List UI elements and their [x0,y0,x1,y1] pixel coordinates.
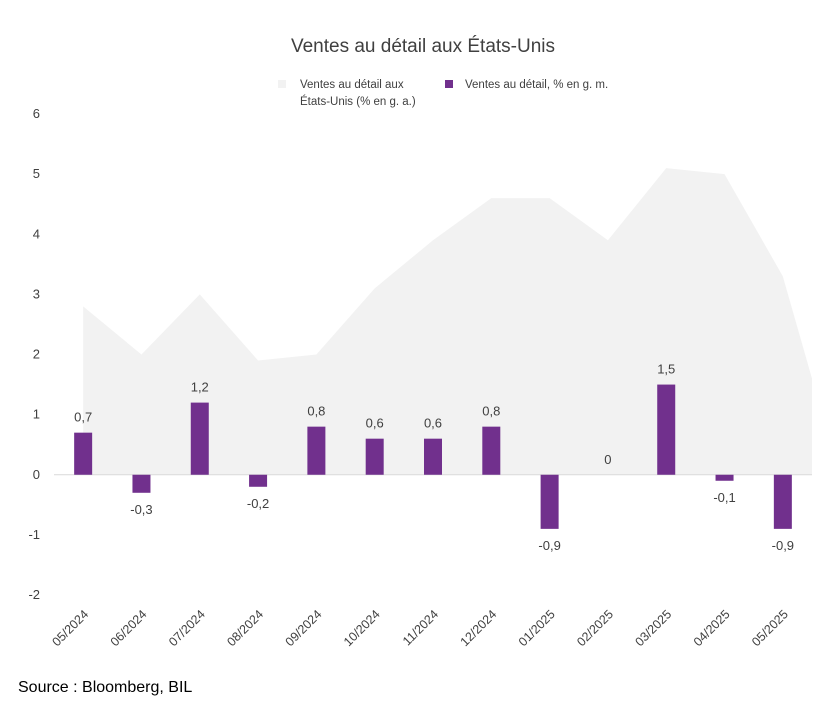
data-label-08/2024: -0,2 [247,496,269,511]
data-label-07/2024: 1,2 [191,380,209,395]
x-tick-label-11/2024: 11/2024 [400,607,441,648]
x-tick-label-09/2024: 09/2024 [283,607,325,649]
data-label-06/2024: -0,3 [130,502,152,517]
x-tick-label-02/2025: 02/2025 [574,607,616,649]
bar-05/2024 [74,432,93,475]
y-tick-label: 4 [33,226,40,241]
y-tick-label: 0 [33,467,40,482]
x-tick-label-08/2024: 08/2024 [224,607,266,649]
bar-09/2024 [307,426,326,475]
bar-01/2025 [540,474,559,529]
y-tick-label: 3 [33,286,40,301]
area-series-yoy [83,168,812,475]
legend: Ventes au détail aux États-Unis (% en g.… [278,79,608,108]
bar-08/2024 [249,474,268,487]
legend-label-area-line1: Ventes au détail aux [300,79,404,91]
legend-swatch-area [278,80,286,88]
data-label-04/2025: -0,1 [713,490,735,505]
legend-label-area-line2: États-Unis (% en g. a.) [300,95,416,108]
y-tick-label: 5 [33,166,40,181]
bar-05/2025 [773,474,792,529]
x-tick-label-04/2025: 04/2025 [691,607,733,649]
data-label-10/2024: 0,6 [366,416,384,431]
data-label-02/2025: 0 [604,452,611,467]
bar-04/2025 [715,474,734,481]
y-tick-label: -1 [28,527,40,542]
data-label-01/2025: -0,9 [538,538,560,553]
bar-06/2024 [132,474,151,493]
x-tick-label-05/2024: 05/2024 [49,607,91,649]
data-label-12/2024: 0,8 [482,404,500,419]
bar-11/2024 [424,438,442,475]
y-tick-label: 2 [33,347,40,362]
x-tick-label-01/2025: 01/2025 [516,607,558,649]
bar-07/2024 [190,402,209,475]
x-tick-label-06/2024: 06/2024 [108,607,150,649]
x-tick-label-05/2025: 05/2025 [749,607,791,649]
legend-label-bar: Ventes au détail, % en g. m. [465,79,608,91]
x-tick-label-03/2025: 03/2025 [633,607,675,649]
bar-10/2024 [365,438,384,475]
chart-title: Ventes au détail aux États-Unis [291,36,555,57]
data-label-11/2024: 0,6 [424,416,442,431]
y-tick-label: 6 [33,106,40,121]
data-label-05/2025: -0,9 [772,538,794,553]
source-note: Source : Bloomberg, BIL [18,679,193,696]
bar-03/2025 [657,384,676,475]
x-tick-label-07/2024: 07/2024 [166,607,208,649]
data-label-03/2025: 1,5 [657,362,675,377]
x-tick-label-12/2024: 12/2024 [458,607,500,649]
x-tick-label-10/2024: 10/2024 [341,607,383,649]
legend-swatch-bar [445,80,453,88]
data-label-05/2024: 0,7 [74,410,92,425]
y-tick-label: 1 [33,407,40,422]
data-label-09/2024: 0,8 [307,404,325,419]
bar-12/2024 [482,426,501,475]
y-tick-label: -2 [28,587,40,602]
